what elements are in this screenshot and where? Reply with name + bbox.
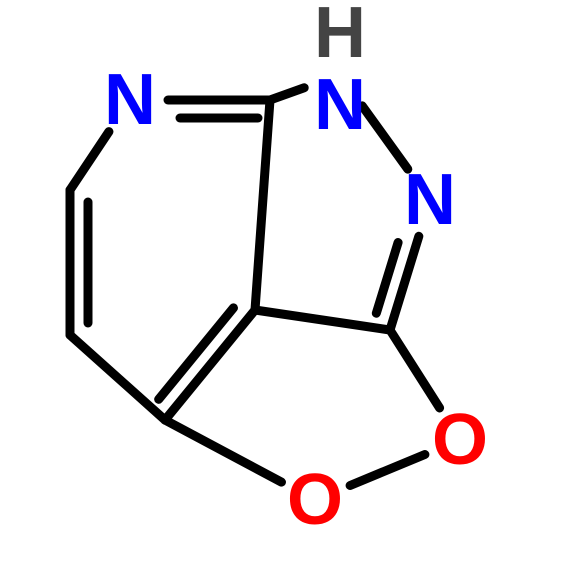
molecule-diagram: NHNNOO <box>0 0 575 574</box>
atom-label-O2: O <box>432 400 488 480</box>
bond <box>390 330 440 408</box>
bond <box>270 88 304 100</box>
bond <box>255 100 270 310</box>
svg-text:H: H <box>314 0 366 73</box>
svg-text:N: N <box>314 65 366 145</box>
bond <box>350 455 425 486</box>
atom-label-N1: N <box>104 60 156 140</box>
atom-label-NH: HN <box>314 0 366 145</box>
bond <box>70 132 109 190</box>
bond <box>362 106 408 169</box>
bond <box>255 310 390 330</box>
bond <box>165 420 281 482</box>
bond <box>70 335 165 420</box>
atom-label-O1: O <box>287 460 343 540</box>
atom-label-N3: N <box>404 160 456 240</box>
bond <box>165 310 255 420</box>
